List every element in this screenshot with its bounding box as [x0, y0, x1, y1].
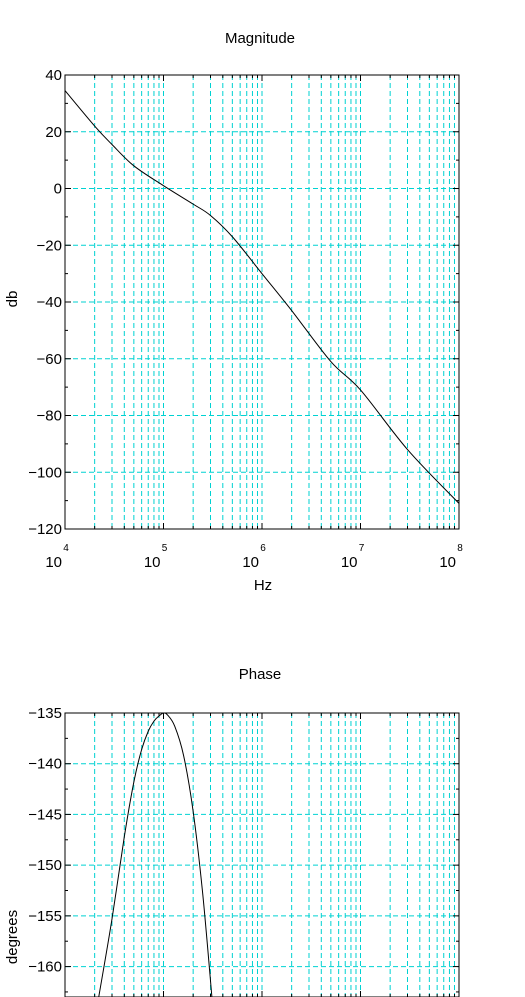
- y-tick-label: −60: [37, 351, 62, 368]
- x-tick-label-exponent: 5: [162, 543, 168, 554]
- y-tick-label: 0: [54, 181, 62, 198]
- x-tick-label-base: 10: [144, 554, 161, 571]
- x-tick-label-exponent: 4: [63, 543, 69, 554]
- magnitude-x-axis-label: Hz: [254, 577, 272, 594]
- y-tick-label: −155: [28, 908, 62, 925]
- x-tick-label-base: 10: [242, 554, 259, 571]
- y-tick-label: −150: [28, 857, 62, 874]
- x-tick-label-base: 10: [45, 554, 62, 571]
- magnitude-y-axis-label: db: [4, 291, 21, 308]
- x-tick-label-exponent: 7: [359, 543, 365, 554]
- magnitude-curve: [64, 90, 460, 504]
- magnitude-grid: [65, 75, 459, 529]
- magnitude-title: Magnitude: [225, 30, 295, 47]
- phase-title: Phase: [239, 666, 282, 683]
- y-tick-label: 20: [45, 124, 62, 141]
- y-tick-label: −135: [28, 705, 62, 722]
- phase-grid: [65, 713, 459, 997]
- phase-curve: [98, 712, 213, 997]
- x-tick-label-base: 10: [439, 554, 456, 571]
- y-tick-label: 40: [45, 67, 62, 84]
- y-tick-label: −120: [28, 521, 62, 538]
- magnitude-plot-frame: [64, 74, 460, 530]
- magnitude-y-tick-labels: 40 20 0 −20 −40 −60 −80 −100 −120: [28, 67, 62, 538]
- phase-y-tick-labels: −135 −140 −145 −150 −155 −160: [28, 705, 62, 976]
- phase-y-axis-label: degrees: [4, 910, 21, 964]
- y-tick-label: −140: [28, 756, 62, 773]
- y-tick-label: −20: [37, 237, 62, 254]
- x-tick-label-exponent: 8: [457, 543, 463, 554]
- y-tick-label: −80: [37, 408, 62, 425]
- x-tick-label-base: 10: [341, 554, 358, 571]
- phase-chart: Phase −135 −140 −145 −150 −155 −160 degrees: [4, 666, 460, 997]
- y-tick-label: −160: [28, 959, 62, 976]
- y-tick-label: −145: [28, 806, 62, 823]
- y-tick-label: −40: [37, 294, 62, 311]
- x-tick-label-exponent: 6: [260, 543, 266, 554]
- phase-plot-frame: [64, 712, 460, 997]
- y-tick-label: −100: [28, 464, 62, 481]
